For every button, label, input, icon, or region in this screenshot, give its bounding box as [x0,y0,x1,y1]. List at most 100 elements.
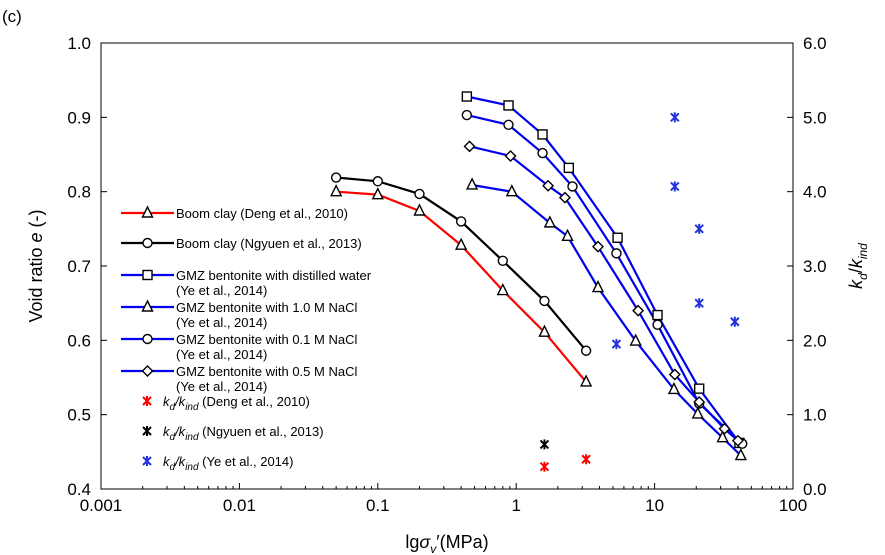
legend-marker [142,237,153,249]
series-line-2 [466,95,741,444]
data-point [503,100,514,111]
y-axis-label-left: Void ratio e (-) [26,209,46,322]
y-left-tick-label: 0.7 [67,257,91,276]
legend-marker [142,426,152,436]
data-point [579,374,593,387]
legend-label: Boom clay (Deng et al., 2010) [176,206,348,221]
data-point [461,91,473,102]
axis-ticks: 0.001 0.01 0.1 1 10 100 0.4 0.5 0.6 0.7 0.8 0.9 1.0 0… [67,34,826,515]
panel-label: (c) [2,7,22,26]
ratio-point [694,223,704,234]
plot-frame [100,42,794,490]
series-line-3 [471,183,742,457]
data-point [454,237,468,250]
data-point [542,179,555,192]
data-point [558,191,571,204]
legend-entry: GMZ bentonite with distilled water(Ye et… [121,268,372,298]
data-point [591,279,605,293]
series-line-5 [469,145,739,442]
data-point [691,406,704,419]
data-point [463,140,476,153]
data-point [567,181,578,192]
ratio-point [581,454,591,465]
legend-entry: GMZ bentonite with 0.1 M NaCl(Ye et al.,… [121,332,357,362]
legend-entry-ratio: kd/kind (Deng et al., 2010) [142,394,310,413]
data-point [537,129,548,140]
ratio-point [611,339,622,350]
ratio-point [539,439,550,450]
data-point [731,434,744,447]
legend-label: GMZ bentonite with distilled water [176,268,372,283]
legend-entry: Boom clay (Ngyuen et al., 2013) [121,236,362,251]
data-point [504,149,517,162]
data-point [537,147,548,159]
legend-entry: GMZ bentonite with 0.5 M NaCl(Ye et al.,… [121,364,357,394]
ratio-point [670,181,680,192]
data-point [718,422,731,435]
legend: Boom clay (Deng et al., 2010) Boom clay (… [121,205,372,473]
data-point [561,228,574,241]
data-point [693,383,705,394]
legend-label-line2: (Ye et al., 2014) [176,315,267,330]
y-left-tick-label: 0.4 [67,480,91,499]
y-left-tick-label: 0.9 [67,108,91,127]
series-markers [330,91,748,472]
data-point [497,255,508,266]
y-left-tick-label: 1.0 [67,34,91,53]
data-point [592,240,604,253]
data-point [539,295,550,307]
legend-entry: GMZ bentonite with 1.0 M NaCl(Ye et al.,… [121,299,357,330]
data-point [612,232,623,243]
x-tick-label: 0.01 [223,496,256,515]
data-point [629,333,642,346]
legend-label-line2: (Ye et al., 2014) [176,283,267,298]
data-point [372,176,383,187]
legend-marker [141,299,154,312]
data-point [538,324,551,337]
series-line-1 [336,176,587,352]
data-point [693,396,706,409]
legend-label: Boom clay (Ngyuen et al., 2013) [176,236,362,251]
data-point [414,188,425,200]
data-point [496,282,509,296]
data-point [461,109,473,121]
data-point [505,184,518,197]
legend-marker [142,456,152,466]
legend-entry: Boom clay (Deng et al., 2010) [121,205,348,221]
data-point [371,187,384,200]
y-right-tick-label: 0.0 [803,480,827,499]
legend-marker [141,365,154,377]
y-axis-label-right: kd/kind [846,243,870,289]
data-point [580,345,592,356]
data-point [413,203,426,216]
ratio-point [694,298,704,309]
data-point [652,319,663,330]
legend-marker [141,205,154,218]
data-point [465,177,479,190]
x-tick-label: 0.1 [366,496,390,515]
y-right-tick-label: 4.0 [803,183,827,202]
legend-marker [142,269,153,281]
legend-entry-ratio: kd/kind (Ngyuen et al., 2013) [142,424,324,443]
data-point [503,119,514,130]
x-tick-label: 100 [779,496,807,515]
x-tick-label: 0.001 [80,496,123,515]
data-point [330,184,343,197]
legend-marker [142,333,153,345]
y-left-tick-label: 0.5 [67,406,91,425]
x-tick-label: 1 [511,496,520,515]
legend-entry-ratio: kd/kind (Ye et al., 2014) [142,454,293,473]
legend-label: kd/kind (Deng et al., 2010) [163,394,310,413]
data-point [330,172,342,183]
y-left-tick-label: 0.6 [67,331,91,350]
series-line-4 [466,114,744,445]
y-right-tick-label: 5.0 [803,108,827,127]
x-axis-label: lgσv′(MPa) [405,532,488,555]
data-point [611,248,622,259]
x-tick-label: 10 [645,496,664,515]
data-point [543,215,556,228]
data-point [563,162,575,174]
y-right-tick-label: 6.0 [803,34,827,53]
ratio-point [730,316,740,327]
